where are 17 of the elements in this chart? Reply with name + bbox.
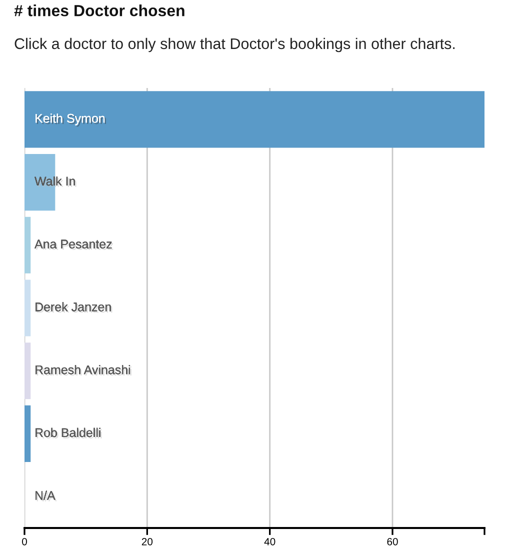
chart-title: # times Doctor chosen	[14, 4, 184, 16]
bar	[24, 280, 31, 336]
x-tick-label: 0	[22, 538, 27, 546]
x-tick-label: 20	[142, 538, 153, 546]
x-tick-label: 40	[264, 538, 276, 546]
y-tick-label: Rob Baldelli	[36, 428, 102, 438]
y-tick-label: Ramesh Avinashi	[36, 365, 132, 376]
y-tick-label: Ana Pesantez	[34, 240, 114, 250]
bar	[24, 342, 31, 400]
y-tick-label: N/A	[36, 490, 57, 502]
y-tick-label: Derek Janzen	[36, 302, 112, 313]
chart-subtitle: Click a doctor to only show that Doctor's bookings in other charts.	[14, 38, 455, 52]
bar	[24, 91, 484, 148]
y-tick-label: Keith Symon	[36, 114, 106, 127]
bar	[24, 216, 31, 274]
x-tick-label: 60	[387, 538, 398, 546]
bar	[24, 405, 31, 462]
